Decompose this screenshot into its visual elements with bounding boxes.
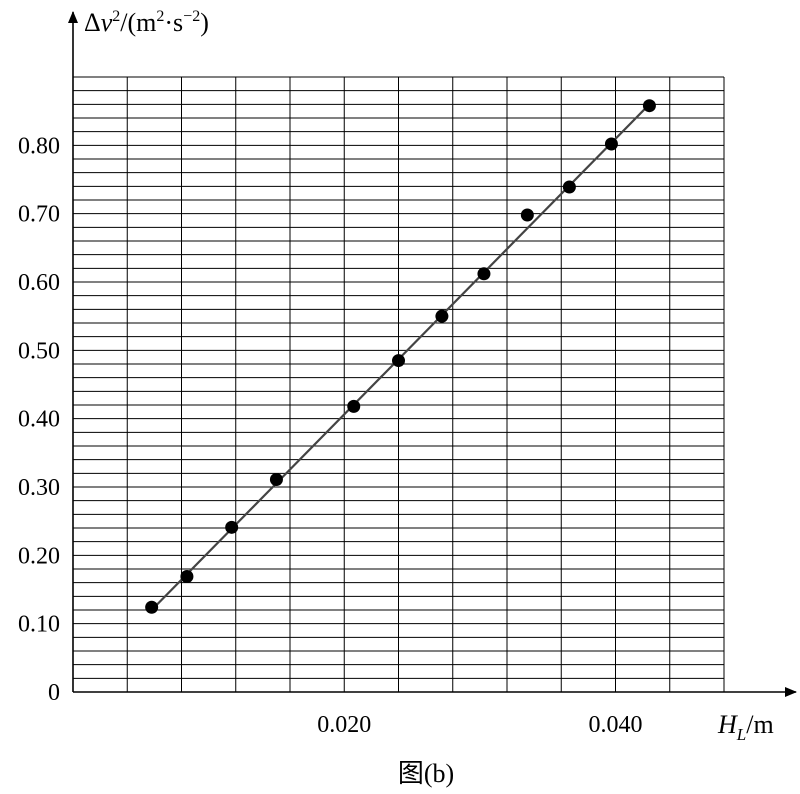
data-point: [562, 180, 576, 194]
y-tick-label: 0.70: [18, 202, 60, 228]
y-tick-label: 0.10: [18, 612, 60, 638]
y-tick-label: 0: [48, 680, 60, 706]
x-tick-labels: 0.020 0.040: [317, 712, 642, 738]
y-axis-title: Δv2/(m2·s−2): [84, 8, 209, 37]
data-point: [269, 472, 283, 486]
data-point: [145, 600, 159, 614]
data-point: [392, 354, 405, 368]
data-point: [225, 520, 239, 534]
y-tick-label: 0.30: [18, 475, 60, 501]
y-tick-label: 0.80: [18, 133, 60, 159]
data-point: [520, 208, 534, 222]
x-tick-label: 0.020: [317, 712, 371, 738]
data-point: [180, 570, 194, 584]
data-point: [642, 99, 656, 113]
data-point: [604, 137, 618, 151]
x-tick-label: 0.040: [589, 712, 643, 738]
x-axis-title: HL/m: [717, 710, 774, 744]
y-tick-label: 0.60: [18, 270, 60, 296]
figure-caption: 图(b): [398, 759, 454, 788]
data-points: [145, 99, 656, 614]
y-tick-label: 0.40: [18, 407, 60, 433]
axes: [68, 11, 797, 697]
y-tick-label: 0.50: [18, 338, 60, 364]
grid: [73, 76, 725, 692]
data-point: [347, 399, 361, 413]
data-point: [477, 267, 491, 281]
data-point: [435, 309, 449, 323]
y-tick-label: 0.20: [18, 543, 60, 569]
y-tick-labels: 0 0.10 0.20 0.30 0.40 0.50 0.60 0.70 0.80: [18, 133, 60, 706]
